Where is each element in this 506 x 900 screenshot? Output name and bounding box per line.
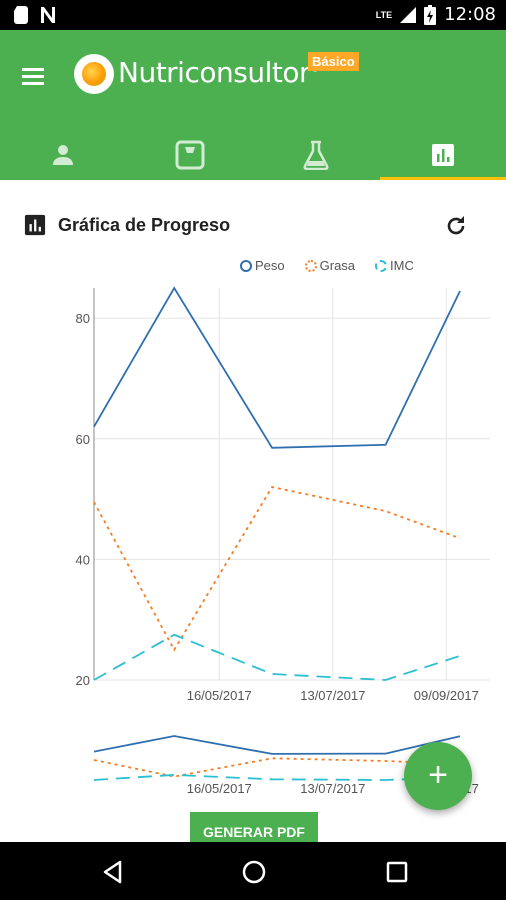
chart-icon [24,214,46,236]
home-icon[interactable] [241,859,267,885]
hamburger-line [22,75,44,78]
y-tick-label: 20 [76,673,90,688]
series-line-imc [93,633,461,681]
refresh-button[interactable] [444,214,468,238]
legend-item-peso[interactable]: Peso [240,258,285,273]
logo-fruit-icon [82,62,106,86]
progress-chart[interactable]: 20 40 60 80 16/05/2017 13/07/2017 09/09/2017 [0,280,506,710]
legend-item-imc[interactable]: IMC [375,258,414,273]
hamburger-line [22,82,44,85]
sd-card-icon [14,6,28,24]
notification-n-icon [41,7,55,23]
navigator-x-tick-label: 13/07/2017 [300,781,365,796]
legend-marker-imc [375,259,388,272]
brand-name: Nutriconsultor [118,56,310,89]
card-title: Gráfica de Progreso [58,214,231,235]
y-tick-label: 60 [76,432,90,447]
system-nav-bar [0,842,506,900]
bar-chart-icon [431,144,454,166]
legend-label-grasa: Grasa [319,258,356,273]
series-line-grasa [93,485,461,652]
menu-button[interactable] [22,64,50,88]
legend-label-imc: IMC [390,258,414,273]
tab-analysis[interactable] [253,130,380,180]
tab-profile[interactable] [0,130,127,180]
plus-icon: + [428,756,448,794]
y-tick-label: 40 [76,552,90,567]
flask-icon [303,140,329,170]
battery-icon [424,4,437,25]
legend-item-grasa[interactable]: Grasa [304,258,356,273]
chart-legend: Peso Grasa IMC [240,258,414,273]
legend-marker-peso [240,259,252,272]
refresh-icon [447,216,465,235]
app-bar: Nutriconsultor® Básico [0,30,506,180]
tab-progress[interactable] [379,130,506,180]
x-tick-label: 16/05/2017 [187,688,252,703]
hamburger-icon [22,68,44,71]
network-type: LTE [375,9,393,20]
x-tick-label: 09/09/2017 [414,688,479,703]
x-tick-label: 13/07/2017 [300,688,365,703]
app-logo [74,54,114,94]
tab-bar [0,130,506,180]
plan-badge: Básico [308,52,359,71]
card-header: Gráfica de Progreso [24,214,230,236]
navigator-line-peso [93,735,461,755]
tab-measurements[interactable] [127,130,254,180]
person-icon [53,145,74,165]
status-bar: LTE 12:08 [0,0,506,30]
back-icon[interactable] [100,859,126,885]
app-title: Nutriconsultor® [118,56,320,89]
series-line-peso [93,286,461,449]
scale-icon [175,140,205,170]
legend-marker-grasa [304,259,317,272]
signal-icon [400,6,417,23]
y-tick-label: 80 [76,311,90,326]
recents-icon[interactable] [384,859,410,885]
clock: 12:08 [444,4,496,25]
legend-label-peso: Peso [255,258,285,273]
generate-pdf-button[interactable]: GENERAR PDF [190,812,318,842]
navigator-x-tick-label: 16/05/2017 [187,781,252,796]
add-button[interactable]: + [404,742,472,810]
